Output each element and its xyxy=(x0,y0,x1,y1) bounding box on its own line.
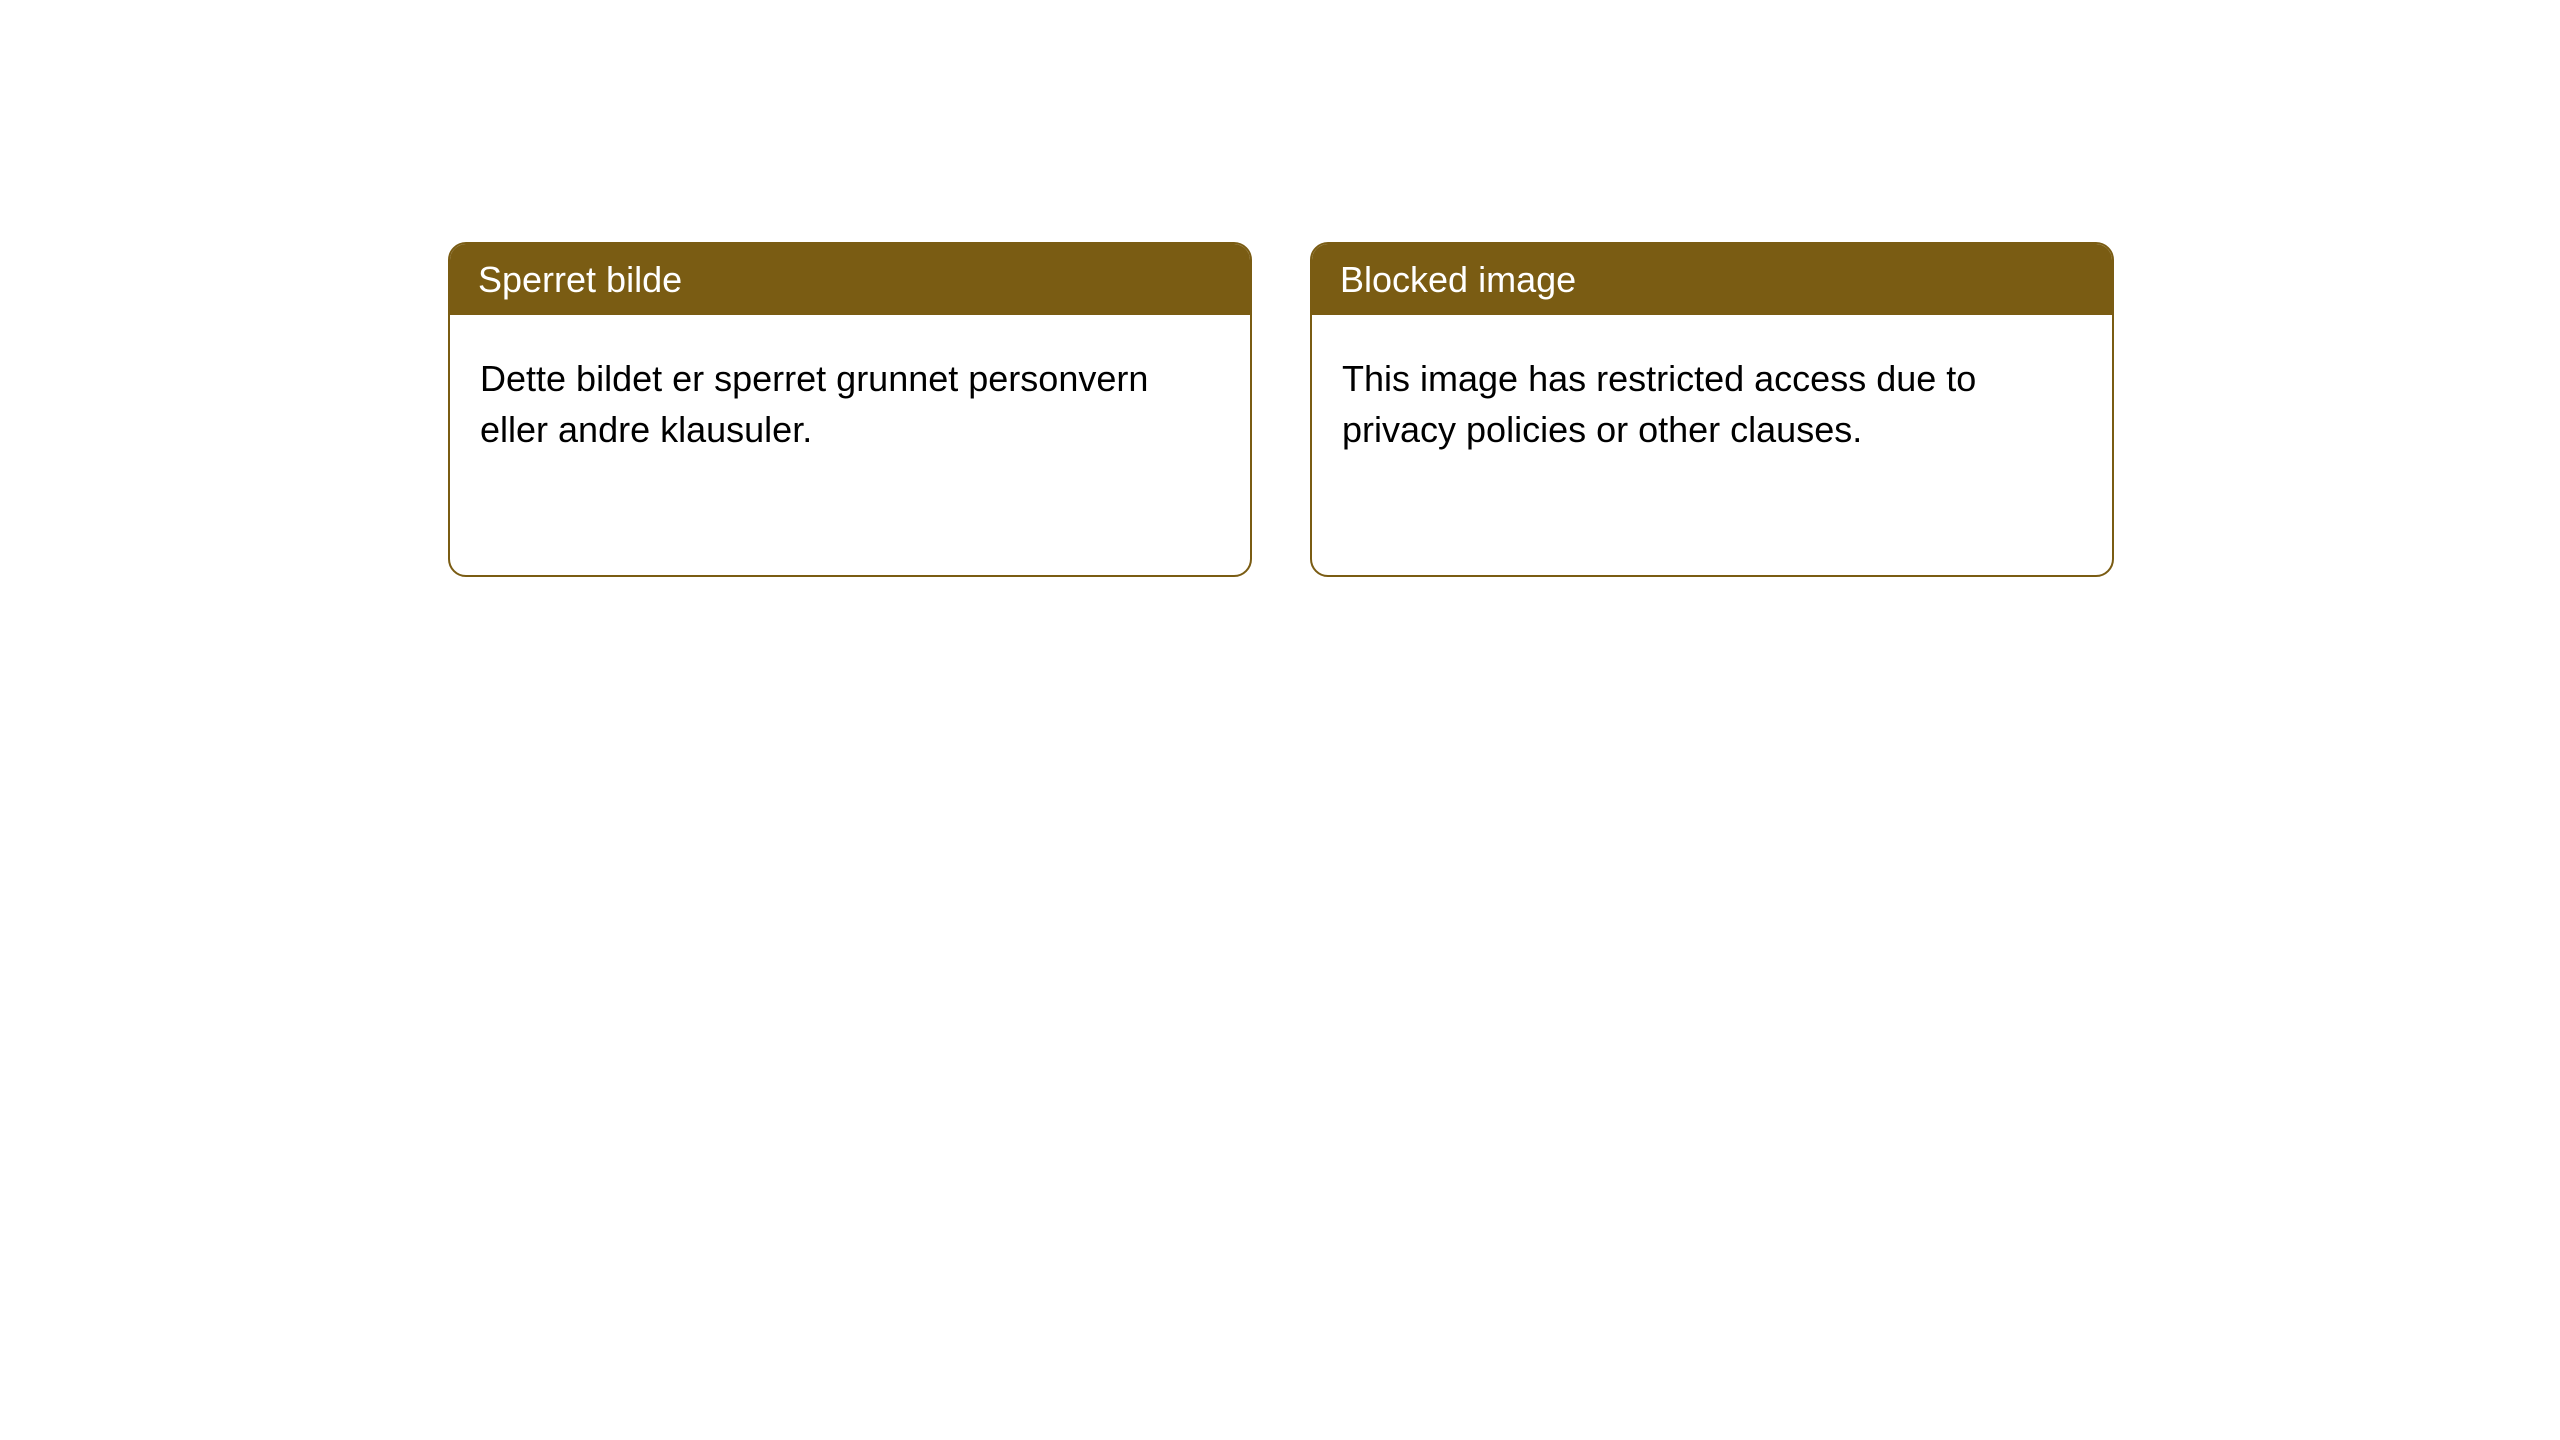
notice-card-english: Blocked image This image has restricted … xyxy=(1310,242,2114,577)
notice-card-body: Dette bildet er sperret grunnet personve… xyxy=(450,315,1250,493)
notice-card-norwegian: Sperret bilde Dette bildet er sperret gr… xyxy=(448,242,1252,577)
notice-card-body: This image has restricted access due to … xyxy=(1312,315,2112,493)
notice-card-title: Blocked image xyxy=(1312,244,2112,315)
notice-container: Sperret bilde Dette bildet er sperret gr… xyxy=(0,0,2560,577)
notice-card-title: Sperret bilde xyxy=(450,244,1250,315)
